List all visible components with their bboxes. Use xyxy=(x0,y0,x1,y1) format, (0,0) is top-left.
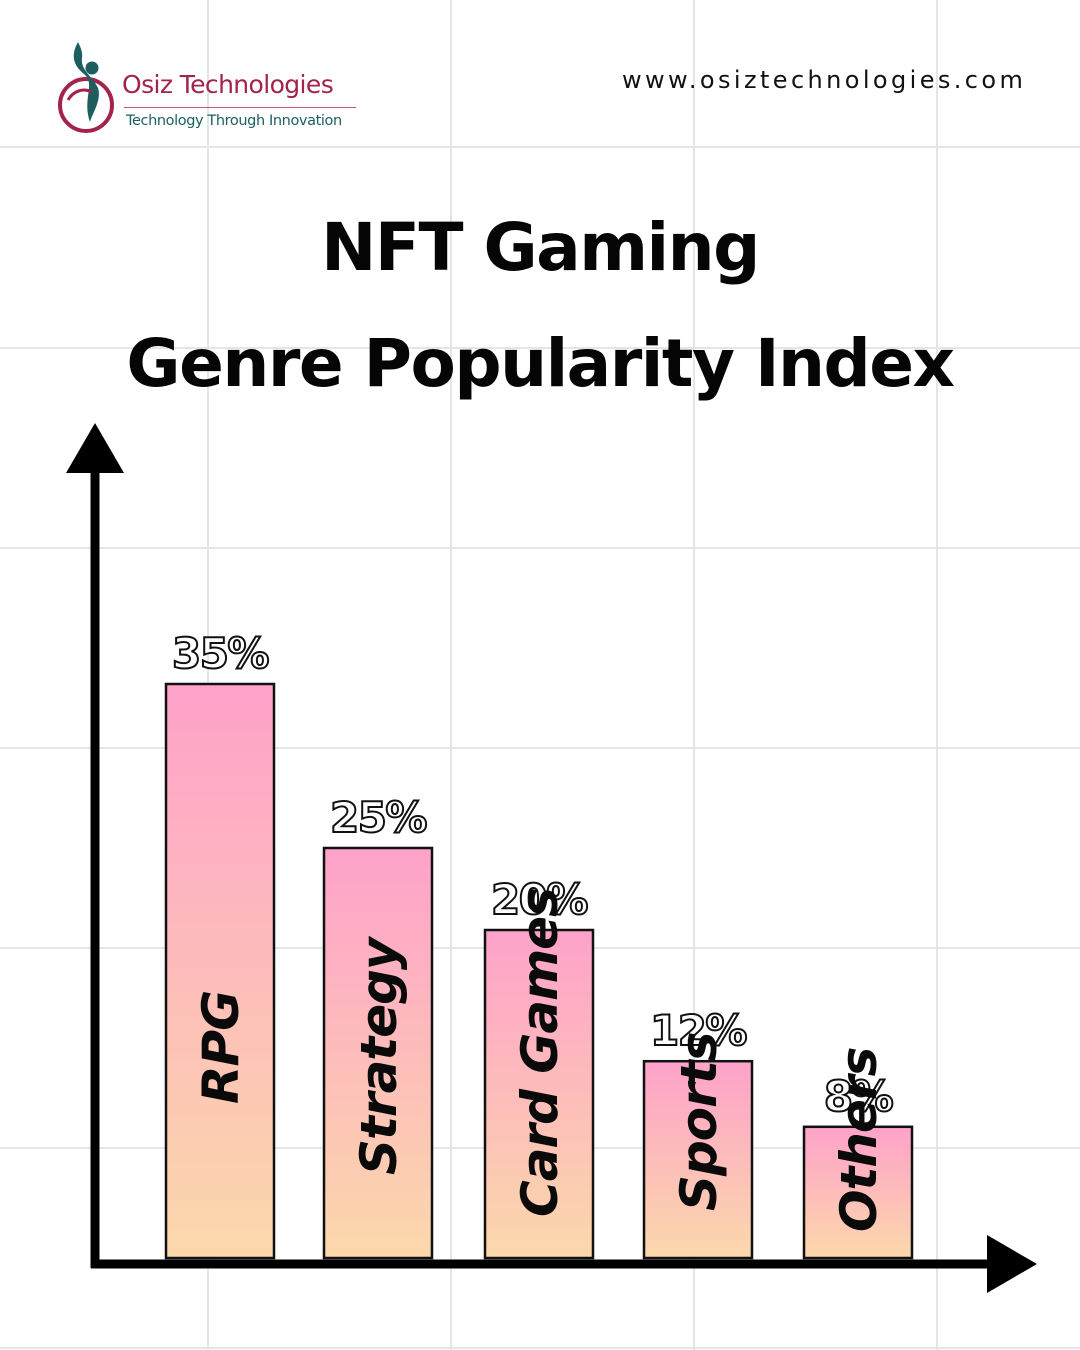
website-link[interactable]: www.osiztechnologies.com xyxy=(622,66,1027,94)
bar-rpg xyxy=(164,682,276,1260)
bar-sports xyxy=(642,1059,754,1260)
brand-logo[interactable]: Osiz Technologies Technology Through Inn… xyxy=(52,40,372,145)
brand-tagline: Technology Through Innovation xyxy=(126,113,342,129)
brand-divider xyxy=(124,107,356,108)
y-axis-arrow-icon xyxy=(66,423,124,473)
chart-title: NFT Gaming Genre Popularity Index xyxy=(0,190,1080,422)
bar-others xyxy=(802,1125,914,1260)
bar-value-label: 20% xyxy=(491,875,587,924)
bar-value-label: 12% xyxy=(650,1006,746,1055)
bar-value-label: 8% xyxy=(824,1072,893,1121)
category-label: Sports xyxy=(670,1033,728,1211)
bars: 35% RPG 25% Strategy 20%Card Games 12%Sports 8… xyxy=(164,628,914,1260)
category-label: Card Games xyxy=(511,888,569,1217)
category-label: Strategy xyxy=(350,935,408,1175)
bar-value-label: 35% xyxy=(172,629,268,678)
x-axis-arrow-icon xyxy=(987,1235,1037,1293)
axes xyxy=(66,423,1037,1293)
bar-value-label: 25% xyxy=(330,793,426,842)
chart-title-line-1: NFT Gaming xyxy=(321,209,760,286)
category-label: RPG xyxy=(192,991,250,1104)
chart-title-line-2: Genre Popularity Index xyxy=(126,325,955,402)
bar-card-games xyxy=(483,928,595,1260)
brand-name: Osiz Technologies xyxy=(122,70,334,99)
category-label: Others xyxy=(830,1048,888,1232)
bar-strategy xyxy=(322,846,434,1260)
person-in-ring-icon xyxy=(58,42,114,133)
